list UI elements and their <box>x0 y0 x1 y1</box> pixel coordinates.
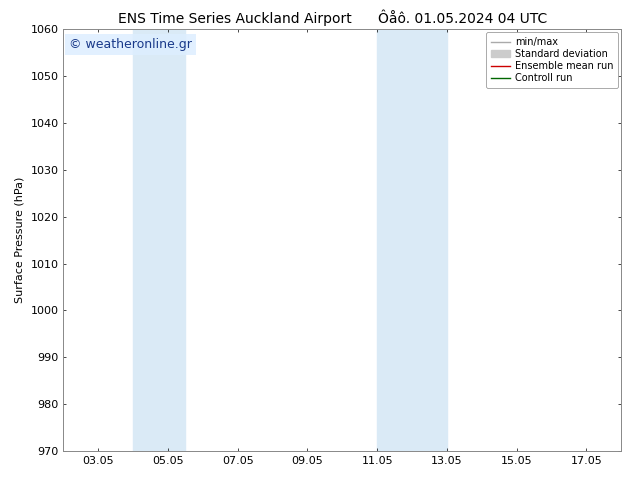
Legend: min/max, Standard deviation, Ensemble mean run, Controll run: min/max, Standard deviation, Ensemble me… <box>486 32 618 88</box>
Text: Ôåô. 01.05.2024 04 UTC: Ôåô. 01.05.2024 04 UTC <box>378 12 547 26</box>
Y-axis label: Surface Pressure (hPa): Surface Pressure (hPa) <box>15 177 25 303</box>
Bar <box>377 29 447 451</box>
Text: © weatheronline.gr: © weatheronline.gr <box>69 38 192 51</box>
Text: ENS Time Series Auckland Airport: ENS Time Series Auckland Airport <box>118 12 351 26</box>
Bar <box>133 29 185 451</box>
